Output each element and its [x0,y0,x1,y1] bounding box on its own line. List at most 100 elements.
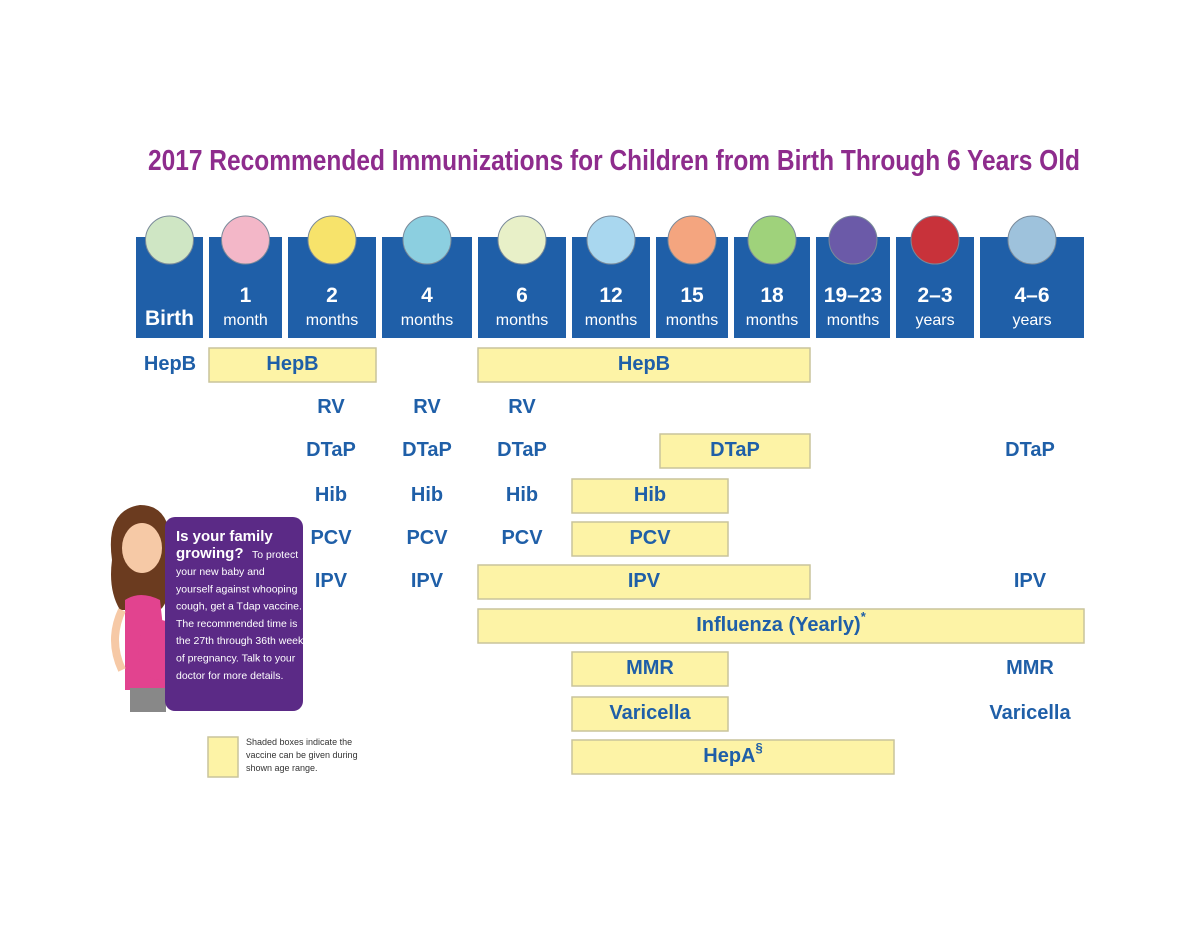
vaccine-name: HepA [703,745,755,767]
age-icon [586,215,636,265]
vaccine-label: Influenza (Yearly)* [696,609,867,636]
vaccine-label: PCV [310,527,352,549]
callout-body: cough, get a Tdap vaccine. [176,601,302,613]
vaccine-label: IPV [315,570,348,592]
vaccine-name: DTaP [710,439,760,461]
vaccine-name: Hib [411,484,443,506]
age-number: 19–23 [824,284,882,307]
age-unit: months [827,312,879,329]
vaccine-name: RV [317,396,345,418]
age-icon [747,215,797,265]
vaccine-label: DTaP [497,439,547,461]
callout-body: your new baby and [176,566,265,578]
age-unit: months [306,312,358,329]
age-icon [667,215,717,265]
age-unit: months [666,312,718,329]
shaded-range [571,739,895,775]
vaccine-label: MMR [1006,657,1054,679]
legend-swatch [207,736,239,778]
vaccine-name: Hib [506,484,538,506]
vaccine-name: PCV [310,527,352,549]
vaccine-name: HepB [144,353,196,375]
shaded-range [571,651,729,687]
vaccine-rows: HepB HepB HepB RV RV RV DTaP DTaP DTaP DTaP DTaP Hi… [144,347,1085,775]
vaccine-name: HepB [618,353,670,375]
vaccine-name: Hib [634,484,666,506]
age-number: 4–6 [1014,284,1049,307]
age-unit: month [223,312,267,329]
vaccine-name: MMR [1006,657,1054,679]
vaccine-name: PCV [406,527,448,549]
vaccine-label: DTaP [402,439,452,461]
vaccine-label: Hib [315,484,347,506]
shaded-range [659,433,811,469]
age-number: 2 [326,284,338,307]
callout-body: yourself against whooping [176,583,298,595]
vaccine-name: RV [508,396,536,418]
vaccine-label: RV [317,396,345,418]
vaccine-name: Influenza (Yearly) [696,614,861,636]
callout-body: doctor for more details. [176,670,283,682]
shaded-range [477,608,1085,644]
age-icon [402,215,452,265]
vaccine-name: DTaP [306,439,356,461]
age-icon [145,215,194,265]
age-number: 4 [421,284,433,307]
vaccine-label: MMR [626,657,674,679]
vaccine-label: PCV [501,527,543,549]
vaccine-label: HepB [266,353,318,375]
age-number: Birth [145,307,194,330]
vaccine-name: Varicella [989,702,1071,724]
age-unit: years [915,312,954,329]
age-icon [221,215,270,265]
legend-text: shown age range. [246,763,318,773]
shaded-range [571,478,729,514]
age-icon [910,215,960,265]
vaccine-label: PCV [406,527,448,549]
vaccine-name: RV [413,396,441,418]
mother-illustration [110,505,182,712]
vaccine-label: HepB [144,353,196,375]
vaccine-note: * [861,609,867,624]
vaccine-label: RV [508,396,536,418]
age-unit: years [1012,312,1051,329]
age-unit: months [401,312,453,329]
vaccine-name: MMR [626,657,674,679]
vaccine-name: IPV [1014,570,1047,592]
vaccine-label: DTaP [1005,439,1055,461]
vaccine-label: Varicella [989,702,1071,724]
vaccine-label: IPV [628,570,661,592]
vaccine-label: Hib [634,484,666,506]
vaccine-name: Varicella [609,702,691,724]
vaccine-label: Hib [411,484,443,506]
callout-body: To protect [252,549,298,561]
callout-heading: Is your family [176,528,273,545]
age-number: 12 [599,284,622,307]
shaded-range [208,347,377,383]
vaccine-label: PCV [629,527,671,549]
vaccine-name: DTaP [497,439,547,461]
vaccine-name: PCV [629,527,671,549]
age-number: 15 [680,284,704,307]
vaccine-label: IPV [411,570,444,592]
age-header: Birth 1 month 2 months 4 months 6 months 12 months… [136,215,1084,338]
vaccine-label: DTaP [710,439,760,461]
callout-box [165,517,303,711]
vaccine-label: IPV [1014,570,1047,592]
age-icon [1007,215,1057,265]
age-icon [828,215,878,265]
vaccine-label: HepA§ [703,740,762,767]
shaded-range [477,564,811,600]
age-number: 18 [760,284,784,307]
shaded-range [571,696,729,732]
vaccine-label: HepB [618,353,670,375]
age-unit: months [496,312,548,329]
age-icon [307,215,357,265]
title: 2017 Recommended Immunizations for Child… [148,145,1080,177]
callout-heading: growing? [176,545,244,562]
vaccine-name: IPV [315,570,348,592]
age-unit: months [585,312,637,329]
